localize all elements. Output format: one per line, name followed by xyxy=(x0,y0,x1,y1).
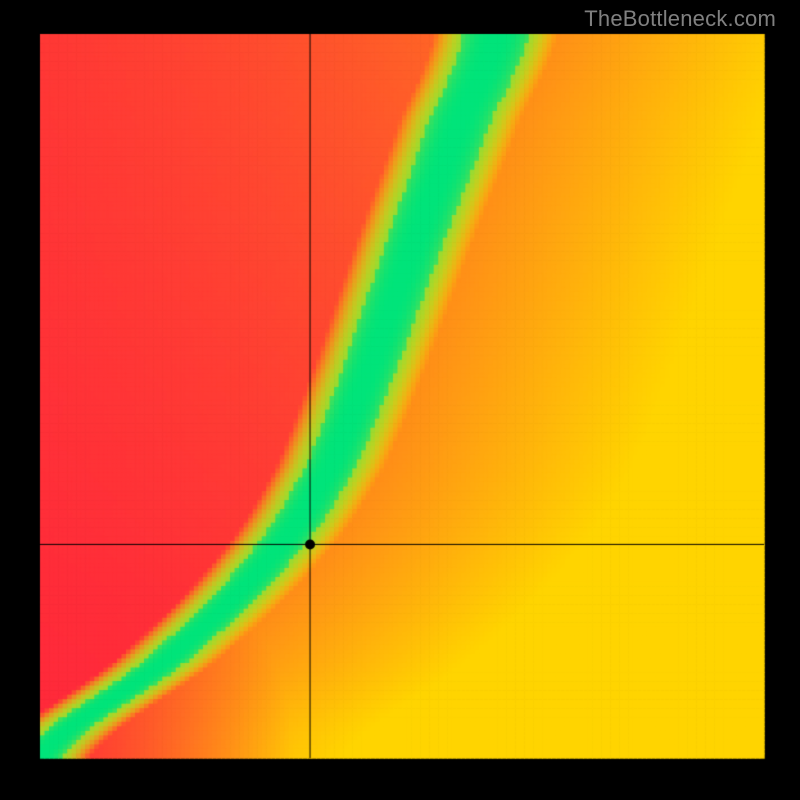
watermark-text: TheBottleneck.com xyxy=(584,6,776,32)
bottleneck-heatmap xyxy=(0,0,800,800)
